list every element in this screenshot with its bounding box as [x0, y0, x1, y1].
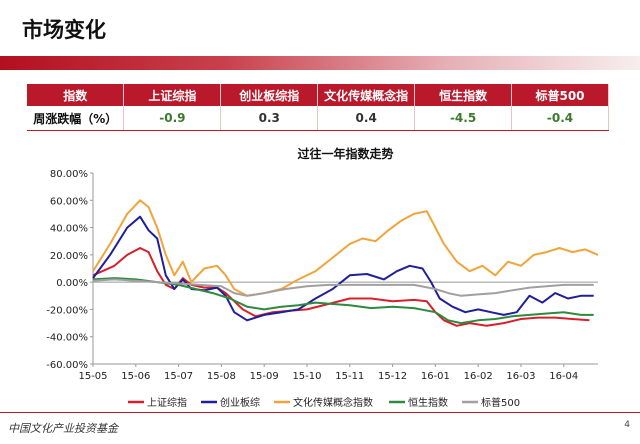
series-line	[92, 277, 594, 325]
x-tick-label: 15-05	[78, 371, 107, 382]
x-tick-label: 15-08	[207, 371, 236, 382]
y-tick-label: -20.00%	[46, 305, 88, 316]
x-tick-label: 15-10	[292, 371, 321, 382]
legend-label: 标普500	[481, 396, 520, 409]
page-number: 4	[624, 420, 630, 430]
x-tick-label: 16-03	[506, 371, 535, 382]
page-title: 市场变化	[22, 18, 106, 42]
y-tick-label: 0.00%	[56, 278, 88, 289]
x-tick-label: 15-12	[378, 371, 407, 382]
x-tick-label: 16-02	[464, 371, 493, 382]
x-tick-label: 15-07	[164, 371, 193, 382]
legend-label: 上证综指	[147, 396, 187, 409]
table-header: 指数	[27, 84, 125, 106]
table-header: 标普500	[511, 84, 609, 106]
y-tick-label: -40.00%	[46, 333, 88, 344]
table-header: 文化传媒概念指	[317, 84, 416, 106]
x-tick-label: 16-01	[421, 371, 450, 382]
series-line	[92, 278, 594, 297]
x-tick-label: 16-04	[549, 371, 578, 382]
y-tick-label: 80.00%	[50, 169, 88, 180]
table-cell: -0.4	[511, 106, 609, 131]
y-tick-label: -60.00%	[46, 360, 88, 371]
table-header: 上证综指	[123, 84, 222, 106]
table-row: 周涨跌幅（%） -0.9 0.3 0.4 -4.5 -0.4	[27, 106, 609, 131]
table-cell: -4.5	[414, 106, 513, 131]
series-line	[92, 199, 599, 297]
y-tick-label: 20.00%	[50, 251, 88, 262]
index-trend-chart: 过往一年指数走势 80.00% 60.00% 40.00% 20.00% 0.00% -20…	[46, 146, 599, 409]
legend-label: 恒生指数	[408, 396, 448, 409]
table-header: 创业板综指	[220, 84, 319, 106]
x-tick-label: 15-06	[121, 371, 150, 382]
weekly-change-table: 指数 上证综指 创业板综指 文化传媒概念指 恒生指数 标普500 周涨跌幅（%）…	[27, 84, 609, 131]
footer: 中国文化产业投资基金 4	[0, 412, 640, 444]
title-underline-bar	[0, 56, 640, 70]
table-cell: 0.4	[317, 106, 416, 131]
footer-divider	[0, 412, 640, 413]
y-tick-label: 60.00%	[50, 196, 88, 207]
x-tick-label: 15-11	[335, 371, 364, 382]
table-cell: -0.9	[123, 106, 222, 131]
table-header: 恒生指数	[414, 84, 513, 106]
legend-label: 创业板综	[220, 396, 260, 409]
y-tick-label: 40.00%	[50, 224, 88, 235]
chart-title: 过往一年指数走势	[297, 146, 393, 161]
footer-logo: 中国文化产业投资基金	[8, 422, 118, 435]
x-tick-label: 15-09	[250, 371, 279, 382]
table-header-row: 指数 上证综指 创业板综指 文化传媒概念指 恒生指数 标普500	[27, 84, 609, 106]
table-cell: 0.3	[220, 106, 319, 131]
row-label: 周涨跌幅（%）	[27, 106, 125, 131]
legend-label: 文化传媒概念指数	[293, 396, 373, 409]
